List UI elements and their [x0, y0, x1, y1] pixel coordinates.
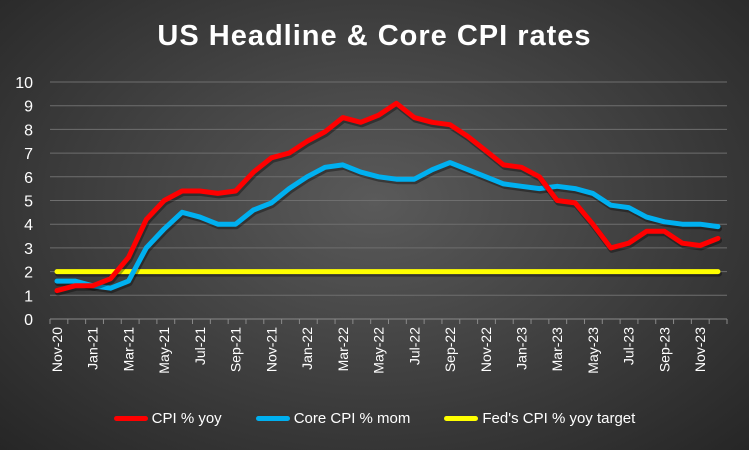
- x-tick-label: Jul-21: [192, 327, 208, 365]
- legend-label: Core CPI % mom: [293, 410, 411, 427]
- legend-swatch: [444, 416, 479, 421]
- legend-label: CPI % yoy: [151, 410, 222, 427]
- y-tick-label: 0: [24, 312, 33, 329]
- chart-title: US Headline & Core CPI rates: [157, 20, 592, 52]
- y-tick-label: 10: [15, 75, 33, 92]
- x-tick-label: Sep-23: [656, 327, 672, 372]
- y-tick-label: 8: [24, 122, 33, 139]
- x-tick-label: Sep-21: [228, 327, 244, 372]
- x-tick-label: Jul-23: [621, 327, 637, 365]
- series-line-0: [54, 100, 721, 294]
- series-line-1: [54, 160, 721, 291]
- legend-swatch: [113, 416, 148, 421]
- x-tick-label: Nov-20: [49, 327, 65, 372]
- legend: CPI % yoy Core CPI % mom Fed's CPI % yoy…: [0, 410, 749, 427]
- x-tick-label: Sep-22: [442, 327, 458, 372]
- x-tick-label: Jan-23: [513, 327, 529, 370]
- legend-item-cpi: CPI % yoy: [113, 410, 222, 427]
- x-tick-label: Jul-22: [406, 327, 422, 365]
- y-tick-label: 5: [24, 194, 33, 211]
- y-tick-label: 6: [24, 170, 33, 187]
- x-tick-label: May-21: [156, 327, 172, 374]
- x-tick-label: Mar-22: [335, 327, 351, 372]
- x-tick-label: Mar-23: [549, 327, 565, 372]
- legend-label: Fed's CPI % yoy target: [482, 410, 636, 427]
- x-tick-label: Nov-23: [692, 327, 708, 372]
- series-shadow: [55, 102, 722, 296]
- x-tick-label: Jan-21: [85, 327, 101, 370]
- y-tick-label: 2: [24, 265, 33, 282]
- legend-item-core: Core CPI % mom: [255, 410, 411, 427]
- x-tick-label: May-22: [371, 327, 387, 374]
- y-tick-label: 4: [24, 217, 33, 234]
- x-tick-label: Jan-22: [299, 327, 315, 370]
- y-tick-label: 1: [24, 288, 33, 305]
- x-tick-label: May-23: [585, 327, 601, 374]
- y-tick-label: 9: [24, 99, 33, 116]
- y-tick-label: 7: [24, 146, 33, 163]
- x-tick-label: Nov-22: [478, 327, 494, 372]
- legend-item-target: Fed's CPI % yoy target: [444, 410, 635, 427]
- y-tick-label: 3: [24, 241, 33, 258]
- x-tick-label: Nov-21: [263, 327, 279, 372]
- x-tick-label: Mar-21: [120, 327, 136, 372]
- legend-swatch: [255, 416, 290, 421]
